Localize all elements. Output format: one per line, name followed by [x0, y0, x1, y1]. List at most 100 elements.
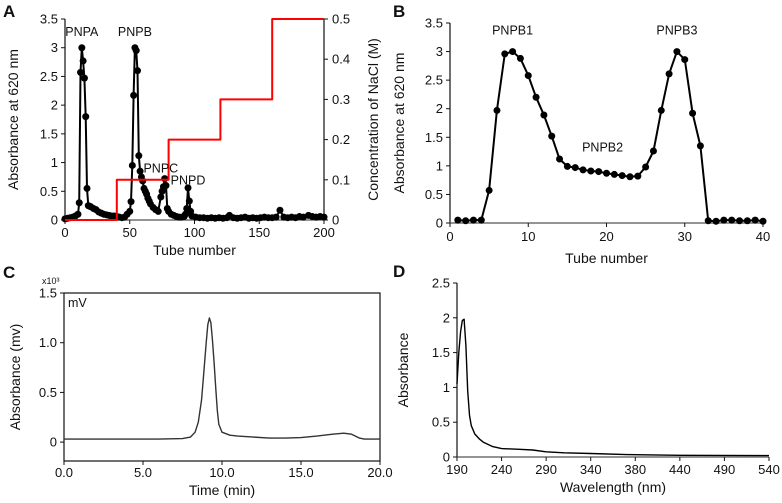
panel-label-c: C — [3, 263, 15, 282]
data-point — [78, 44, 86, 52]
x-tick-label: 0.0 — [55, 465, 73, 480]
chart-b: 0 10 20 30 40 0 0.5 1 1.5 2 2.5 3 3.5 Tube number Abso… — [391, 16, 770, 267]
y-tick-label: 1 — [443, 380, 450, 395]
chart-a: 0 50 100 150 20000.511.522.533.500.10.20.30.… — [5, 12, 381, 259]
data-point — [161, 175, 169, 183]
data-point — [548, 132, 556, 140]
series-line — [456, 318, 770, 457]
data-point — [556, 155, 564, 163]
peak-label: PNPA — [65, 25, 99, 39]
peak-label: PNPC — [143, 161, 178, 175]
y-tick-label: 0.5 — [432, 415, 450, 430]
data-point — [759, 217, 767, 225]
series-line — [457, 50, 764, 223]
x-tick-label: 490 — [714, 462, 736, 477]
data-point — [712, 217, 720, 225]
data-point — [634, 172, 642, 180]
peak-label: PNPB1 — [492, 23, 533, 37]
y-tick-label: 0 — [50, 435, 57, 450]
series-line — [64, 317, 380, 440]
data-point — [720, 216, 728, 224]
x-tick-label: 10 — [521, 229, 535, 244]
y2-tick-label: 0.1 — [332, 172, 350, 187]
data-point — [276, 206, 284, 214]
data-point — [626, 173, 634, 181]
y-tick-label: 3.5 — [40, 12, 58, 27]
data-point — [83, 184, 91, 192]
y2-tick-label: 0.2 — [332, 132, 350, 147]
y2-tick-label: 0.3 — [332, 92, 350, 107]
y-tick-label: 1.5 — [432, 345, 450, 360]
data-point — [127, 198, 135, 206]
x-tick-label: 5.0 — [134, 465, 152, 480]
x-tick-label: 150 — [248, 225, 270, 240]
x-tick-label: 290 — [535, 462, 557, 477]
x-tick-label: 40 — [756, 229, 770, 244]
data-point — [649, 147, 657, 155]
data-point — [587, 167, 595, 175]
y-tick-label: 1.5 — [39, 286, 57, 301]
y-tick-label: 3 — [51, 40, 58, 55]
data-point — [665, 70, 673, 78]
data-point — [509, 48, 517, 56]
panel-label-b: B — [393, 2, 405, 21]
x-tick-label: 30 — [678, 229, 692, 244]
data-point — [657, 106, 665, 114]
y2-tick-label: 0.4 — [332, 52, 350, 67]
y-tick-label: 1.5 — [40, 126, 58, 141]
data-point — [540, 111, 548, 119]
x-tick-label: 340 — [580, 462, 602, 477]
y-tick-label: 1.5 — [425, 130, 443, 145]
x-tick-label: 240 — [491, 462, 513, 477]
data-point — [132, 47, 140, 55]
data-point — [610, 170, 618, 178]
peak-label: PNPB3 — [656, 23, 697, 37]
y-tick-label: 3 — [436, 44, 443, 59]
chart-c: 0.0 5.0 10.0 15.0 20.0 0 0.5 1.0 1.5 Time (min) Ab… — [7, 276, 393, 498]
x-axis-label: Time (min) — [189, 482, 255, 498]
data-point — [130, 91, 138, 99]
y2-tick-label: 0 — [332, 213, 339, 228]
x-tick-label: 380 — [624, 462, 646, 477]
y-tick-label: 0 — [436, 216, 443, 231]
y-tick-label: 1 — [436, 158, 443, 173]
data-point — [77, 68, 85, 76]
y-tick-label: 0.5 — [425, 187, 443, 202]
y-axis-label: Absorbance at 620 nm — [391, 53, 407, 194]
data-point — [524, 72, 532, 80]
x-tick-label: 0 — [446, 229, 453, 244]
data-point — [751, 216, 759, 224]
x-axis-label: Tube number — [565, 250, 648, 266]
data-point — [728, 216, 736, 224]
y-tick-label: 2 — [436, 101, 443, 116]
data-point — [82, 113, 90, 121]
x-tick-label: 10.0 — [209, 465, 234, 480]
data-point — [501, 50, 509, 58]
data-point — [320, 213, 328, 221]
panel-label-a: A — [3, 2, 15, 21]
data-point — [704, 217, 712, 225]
x-tick-label: 20 — [599, 229, 613, 244]
data-point — [185, 197, 193, 205]
y-axis-label: Absorbance (mv) — [7, 324, 23, 431]
x-tick-label: 200 — [313, 225, 335, 240]
x-axis-label: Wavelength (nm) — [560, 479, 666, 495]
data-point — [532, 93, 540, 101]
x-tick-label: 540 — [758, 462, 780, 477]
data-point — [516, 54, 524, 62]
data-point — [157, 193, 165, 201]
y-axis-label: Absorbance at 620 nm — [5, 49, 21, 190]
data-point — [485, 186, 493, 194]
data-point — [79, 57, 87, 65]
y-tick-label: 0.5 — [39, 385, 57, 400]
scale-label: x10³ — [42, 276, 60, 286]
y-axis-label: Absorbance — [395, 332, 411, 407]
data-point — [154, 207, 162, 215]
x-tick-label: 50 — [123, 225, 137, 240]
y-tick-label: 0.5 — [40, 184, 58, 199]
peak-label: PNPB2 — [582, 141, 623, 155]
data-point — [493, 106, 501, 114]
data-point — [136, 167, 144, 175]
data-point — [181, 210, 189, 218]
y-tick-label: 0 — [443, 450, 450, 465]
